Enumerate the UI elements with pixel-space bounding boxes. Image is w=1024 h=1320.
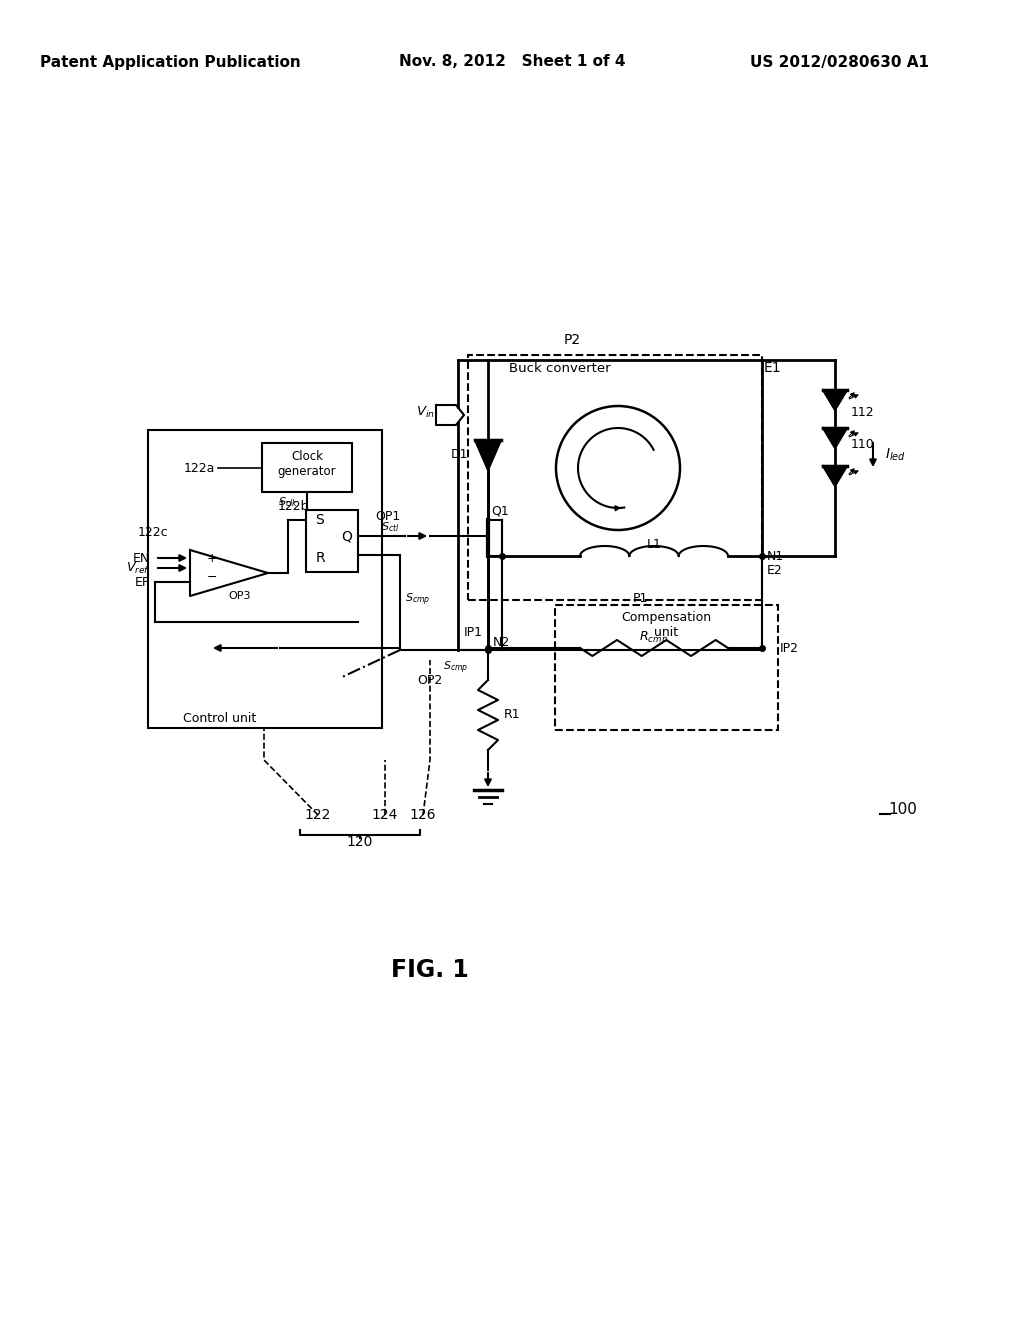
Text: IP2: IP2 — [780, 642, 799, 655]
Text: E1: E1 — [764, 360, 781, 375]
Polygon shape — [436, 405, 464, 425]
Text: 122: 122 — [305, 808, 331, 822]
Text: $V_{in}$: $V_{in}$ — [416, 404, 435, 420]
Text: D1: D1 — [451, 449, 468, 462]
Text: IP1: IP1 — [464, 626, 483, 639]
Text: EN: EN — [133, 552, 150, 565]
Text: Nov. 8, 2012   Sheet 1 of 4: Nov. 8, 2012 Sheet 1 of 4 — [398, 54, 626, 70]
Text: N1: N1 — [767, 549, 784, 562]
Text: 100: 100 — [888, 803, 916, 817]
Text: R: R — [315, 550, 325, 565]
Polygon shape — [823, 428, 847, 447]
Text: OP3: OP3 — [228, 591, 251, 601]
Bar — [555, 605, 778, 730]
Text: 120: 120 — [347, 836, 373, 849]
Text: $S_{cmp}$: $S_{cmp}$ — [406, 591, 430, 609]
Text: Patent Application Publication: Patent Application Publication — [40, 54, 300, 70]
Text: Q: Q — [342, 529, 352, 543]
Text: Compensation: Compensation — [621, 611, 711, 624]
Polygon shape — [475, 440, 501, 470]
Text: 122c: 122c — [137, 525, 168, 539]
Text: 124: 124 — [372, 808, 398, 822]
Text: $S_{ctl}$: $S_{ctl}$ — [381, 520, 399, 533]
Text: 122a: 122a — [183, 462, 215, 474]
Bar — [262, 444, 352, 492]
Text: Clock: Clock — [291, 450, 323, 462]
Text: OP1: OP1 — [375, 510, 400, 523]
Text: $S_{cmp}$: $S_{cmp}$ — [442, 660, 468, 676]
Text: P2: P2 — [563, 333, 581, 347]
Text: $S_{clk}$: $S_{clk}$ — [278, 495, 298, 510]
Bar — [148, 430, 382, 729]
Polygon shape — [823, 466, 847, 486]
Text: E2: E2 — [767, 565, 782, 578]
Text: −: − — [207, 570, 217, 583]
Text: EP: EP — [134, 576, 150, 589]
Text: 122b: 122b — [278, 500, 309, 513]
Text: FIG. 1: FIG. 1 — [391, 958, 469, 982]
Text: Buck converter: Buck converter — [509, 362, 610, 375]
Text: generator: generator — [278, 466, 336, 479]
Text: N2: N2 — [493, 635, 510, 648]
Text: R1: R1 — [504, 709, 520, 722]
Text: +: + — [207, 553, 217, 565]
Text: Q1: Q1 — [490, 504, 509, 517]
Text: 112: 112 — [851, 405, 874, 418]
Text: OP2: OP2 — [418, 673, 442, 686]
Text: $I_{led}$: $I_{led}$ — [885, 446, 906, 463]
Polygon shape — [823, 389, 847, 411]
Text: Control unit: Control unit — [183, 711, 257, 725]
Text: US 2012/0280630 A1: US 2012/0280630 A1 — [751, 54, 930, 70]
Text: 126: 126 — [410, 808, 436, 822]
Text: L1: L1 — [646, 539, 662, 552]
Text: P1: P1 — [632, 591, 648, 605]
Bar — [306, 510, 358, 572]
Text: $V_{ref}$: $V_{ref}$ — [126, 561, 150, 576]
Text: 110: 110 — [851, 438, 874, 451]
Text: $R_{cmp}$: $R_{cmp}$ — [639, 630, 669, 647]
Text: unit: unit — [654, 626, 678, 639]
Text: S: S — [315, 513, 325, 527]
Bar — [468, 355, 762, 601]
